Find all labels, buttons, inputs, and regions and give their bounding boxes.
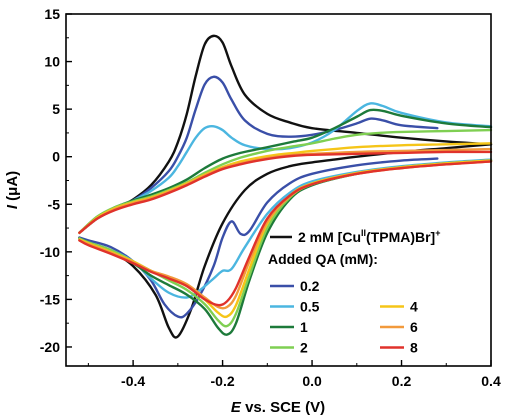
x-tick-label: -0.4: [121, 373, 145, 389]
y-axis-title: I (μA): [4, 171, 21, 209]
y-tick-label: 15: [44, 6, 60, 22]
legend-label: 2: [300, 340, 308, 356]
legend-label: 1: [300, 319, 308, 335]
legend: 2 mM [CuII(TPMA)Br]+ Added QA (mM): 0.2 0…: [268, 228, 441, 356]
legend-label-charge: +: [435, 228, 440, 238]
legend-label: 4: [410, 299, 418, 315]
series-line-7: [78, 160, 493, 307]
plot-frame: [65, 13, 492, 367]
legend-label-part-end: (TPMA)Br]: [366, 229, 435, 245]
y-tick-label: -5: [48, 196, 61, 212]
x-axis-title: E vs. SCE (V): [231, 399, 325, 416]
y-tick-label: 5: [52, 101, 60, 117]
legend-label-superscript: II: [361, 228, 366, 238]
legend-subtitle: Added QA (mM):: [268, 251, 378, 267]
y-tick-label: -10: [40, 244, 60, 260]
legend-label: 8: [410, 340, 418, 356]
series-line-7: [78, 150, 493, 235]
x-axis-title-symbol: E: [231, 399, 242, 416]
curves-layer: [78, 34, 493, 339]
series-line-2: [78, 102, 493, 235]
y-tick-label: 0: [52, 149, 60, 165]
x-tick-label: 0.0: [302, 373, 322, 389]
x-axis-title-text: vs. SCE (V): [241, 399, 325, 416]
y-tick-label: -20: [40, 339, 60, 355]
x-tick-label: 0.2: [392, 373, 412, 389]
series-line-0: [78, 143, 493, 339]
x-tick-label: -0.2: [211, 373, 235, 389]
series-line-3: [78, 108, 493, 235]
legend-label: 6: [410, 319, 418, 335]
y-axis: 15 10 5 0 -5 -10 -15 -20: [40, 6, 72, 355]
legend-label-part: 2 mM [Cu: [298, 229, 361, 245]
legend-label: 0.5: [300, 299, 320, 315]
y-tick-label: -15: [40, 291, 60, 307]
legend-label-cu-complex: 2 mM [CuII(TPMA)Br]+: [298, 228, 441, 245]
y-axis-title-text: (μA): [4, 171, 21, 205]
series-line-1: [78, 75, 439, 235]
y-axis-title-symbol: I: [4, 204, 21, 209]
x-axis: -0.4 -0.2 0.0 0.2 0.4: [87, 360, 501, 389]
series-line-6: [78, 147, 493, 235]
x-tick-label: 0.4: [481, 373, 501, 389]
legend-label: 0.2: [300, 278, 320, 294]
y-tick-label: 10: [44, 54, 60, 70]
